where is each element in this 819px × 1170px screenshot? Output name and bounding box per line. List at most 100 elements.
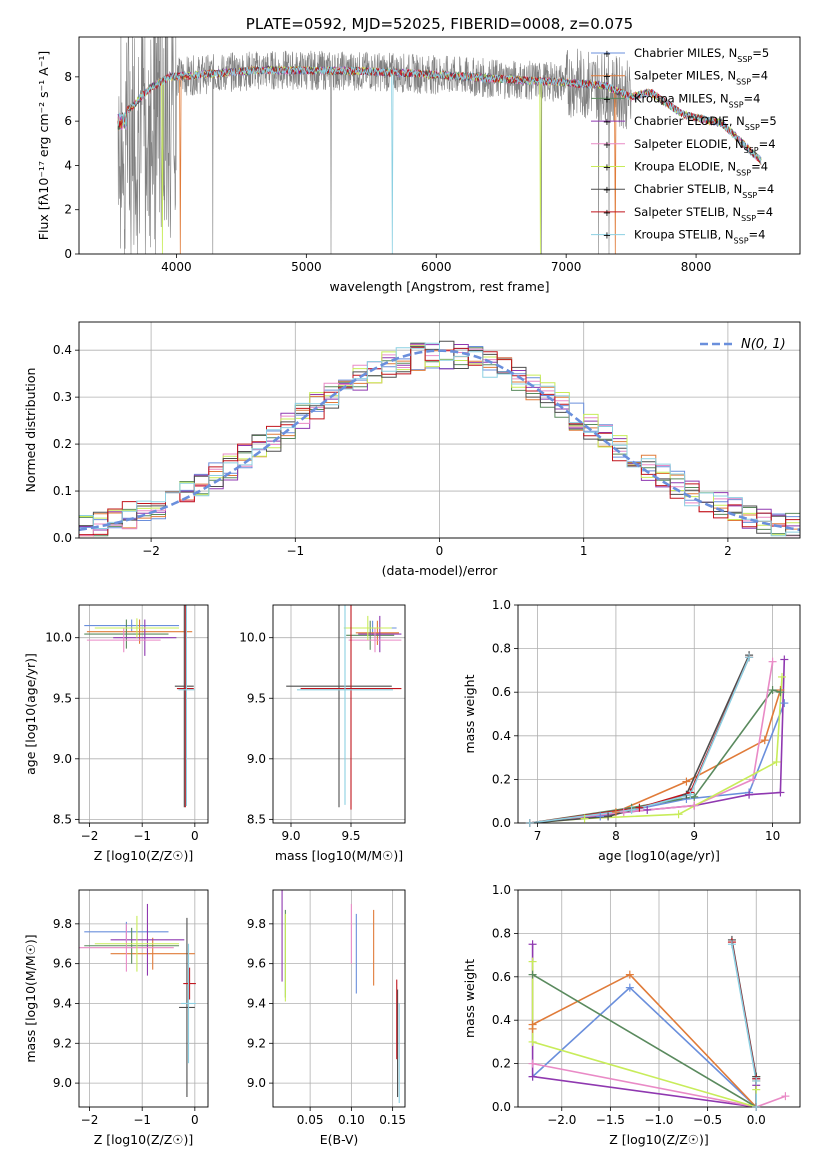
legend-label: Kroupa STELIB, NSSP=4: [634, 228, 765, 246]
y-tick-label: 1.0: [492, 883, 511, 897]
errorbar-cross-4: [113, 619, 177, 656]
y-tick-label: 0.2: [53, 437, 72, 451]
x-tick-label: −1.0: [644, 1113, 673, 1127]
x-tick-label: 0: [436, 544, 444, 558]
x-tick-label: 7: [534, 829, 542, 843]
errorbar-cross-7: [286, 605, 392, 808]
y-tick-label: 0.4: [492, 1013, 511, 1027]
plot-area: [529, 654, 786, 823]
x-tick-label: −2.0: [547, 1113, 576, 1127]
legend-label: Salpeter STELIB, NSSP=4: [634, 205, 773, 223]
x-axis-label: wavelength [Angstrom, rest frame]: [329, 279, 549, 294]
y-axis-label: Normed distribution: [23, 368, 38, 493]
axes-frame: [517, 604, 801, 824]
mass-weight-line-6: [529, 676, 783, 823]
mass-weight-line-4: [531, 944, 757, 1107]
spectrum-legend: + Chabrier MILES, NSSP=5 + Salpeter MILES, …: [591, 46, 777, 245]
errorbar-cross-7: [174, 605, 194, 808]
y-tick-label: 9.0: [53, 752, 72, 766]
mass-weight-marker: [690, 801, 699, 810]
errorbar-cross-2: [110, 937, 195, 970]
mass-weight-marker: [611, 808, 620, 817]
panel-age-vs-mass: 9.0 9.5 8.5 9.0 9.5 10.0 mass [log10(M/M☉)]: [239, 604, 406, 863]
mass-weight-line-4: [529, 659, 786, 823]
legend-label: Kroupa MILES, NSSP=4: [634, 91, 760, 109]
x-tick-label: 0: [191, 829, 199, 843]
y-tick-label: 0.2: [492, 1057, 511, 1071]
y-tick-label: 2: [64, 203, 72, 217]
errorbar-cross-5: [79, 923, 174, 972]
errorbar-cross-9: [178, 605, 195, 807]
x-tick-label: −2: [81, 1113, 99, 1127]
y-tick-label: 0.3: [53, 390, 72, 404]
y-tick-label: 9.5: [53, 691, 72, 705]
y-tick-label: 9.8: [247, 917, 266, 931]
mass-weight-marker: [528, 1059, 537, 1068]
plot-area: [281, 890, 400, 1104]
mass-weight-marker: [604, 812, 613, 821]
x-tick-label: −1: [133, 1113, 151, 1127]
legend-label: Chabrier MILES, NSSP=5: [634, 46, 769, 64]
legend-marker: +: [603, 231, 611, 242]
y-tick-label: 0.4: [53, 343, 72, 357]
axes-frame: [78, 321, 801, 539]
y-tick-label: 0.1: [53, 484, 72, 498]
mass-weight-marker: [528, 957, 537, 966]
mass-weight-marker: [752, 1076, 761, 1085]
y-axis-label: Flux [fλ10⁻¹⁷ erg cm⁻² s⁻¹ A⁻¹]: [36, 51, 51, 240]
mass-weight-marker: [745, 653, 754, 662]
legend-label: Chabrier ELODIE, NSSP=5: [634, 114, 777, 132]
x-tick-label: 8000: [681, 260, 712, 274]
mass-weight-marker: [643, 805, 652, 814]
x-tick-label: 7000: [551, 260, 582, 274]
panel-weight-vs-Z: −2.0 −1.5 −1.0 −0.5 0.0 0.0 0.2 0.4 0.6 0.8 1.0 Z […: [462, 883, 801, 1147]
y-tick-label: 0.6: [492, 970, 511, 984]
x-axis-label: mass [log10(M/M☉)]: [275, 848, 403, 863]
axes-frame: [272, 604, 406, 824]
axes-frame: [78, 604, 209, 824]
legend-marker: +: [603, 185, 611, 196]
y-tick-label: 0.4: [492, 729, 511, 743]
legend-marker: +: [603, 208, 611, 219]
mass-weight-marker: [776, 788, 785, 797]
mass-weight-marker: [752, 1103, 761, 1111]
mass-weight-marker: [772, 757, 781, 766]
y-tick-label: 9.8: [53, 917, 72, 931]
model-spectrum-9: [117, 65, 762, 254]
errorbar-cross-1: [84, 619, 180, 632]
x-tick-label: 4000: [161, 260, 192, 274]
x-tick-label: 9.5: [341, 829, 360, 843]
y-tick-label: 8: [64, 70, 72, 84]
mass-weight-marker: [674, 810, 683, 819]
y-tick-label: 6: [64, 114, 72, 128]
mass-weight-marker: [528, 1037, 537, 1046]
y-tick-label: 0.0: [53, 531, 72, 545]
legend-label: Chabrier STELIB, NSSP=4: [634, 182, 774, 200]
y-tick-label: 1.0: [492, 598, 511, 612]
y-tick-label: 0.6: [492, 685, 511, 699]
mass-weight-line-5: [532, 1062, 786, 1107]
mass-weight-marker: [780, 699, 789, 708]
mass-weight-marker: [768, 657, 777, 666]
x-axis-label: age [log10(age/yr)]: [598, 848, 720, 863]
errorbar-cross-6: [343, 615, 392, 641]
mass-weight-marker: [635, 803, 644, 812]
panel-mass-vs-ebv: 0.05 0.10 0.15 9.0 9.2 9.4 9.6 9.8 E(B-V): [247, 889, 406, 1147]
errorbar-cross-3: [84, 619, 169, 649]
legend-marker: +: [603, 72, 611, 83]
errorbar-cross-4: [358, 615, 402, 653]
x-axis-label: E(B-V): [320, 1132, 359, 1147]
errorbar-cross-9: [297, 605, 393, 805]
errorbar-cross-9: [181, 943, 196, 1064]
panel-age-vs-Z: −2 −1 0 8.5 9.0 9.5 10.0 Z [log10(Z/Z☉)] age [lo…: [23, 604, 209, 863]
mass-weight-line-9: [529, 656, 750, 823]
errorbar-cross-8: [176, 605, 194, 808]
y-tick-label: 9.0: [247, 1076, 266, 1090]
mass-weight-marker: [580, 814, 589, 823]
plot-area: [84, 605, 195, 808]
y-tick-label: 8.5: [247, 812, 266, 826]
mass-weight-marker: [752, 1085, 761, 1094]
mass-weight-marker: [625, 970, 634, 979]
y-tick-label: 10.0: [45, 631, 72, 645]
